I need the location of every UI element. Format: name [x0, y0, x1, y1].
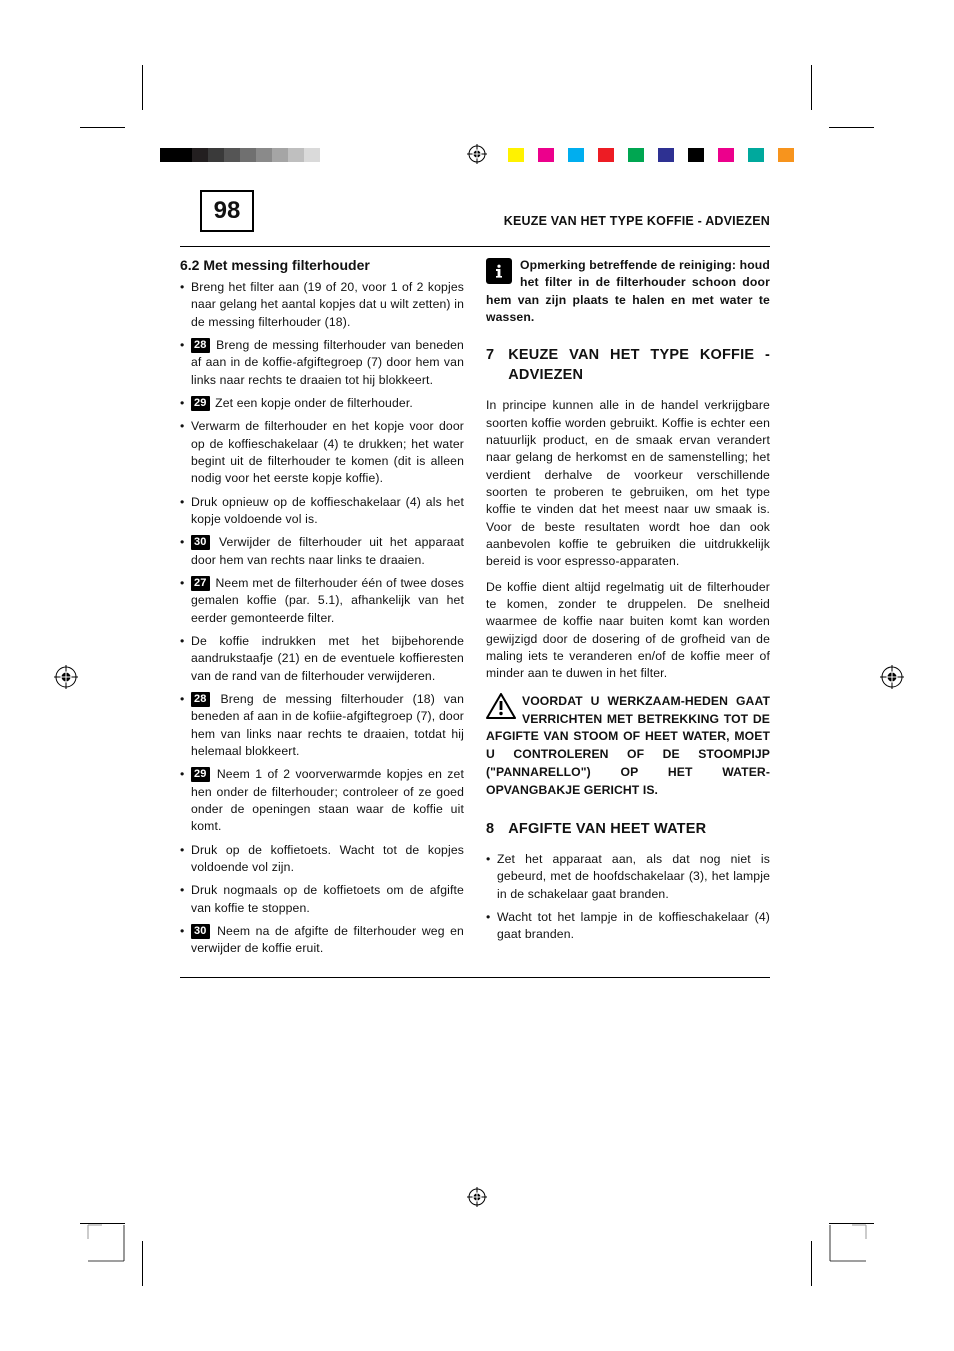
color-swatch — [224, 148, 240, 162]
color-swatch — [598, 148, 614, 162]
color-bar — [160, 148, 320, 162]
list-item: Zet het apparaat aan, als dat nog niet i… — [486, 851, 770, 903]
color-swatch — [288, 148, 304, 162]
list-item: 30 Neem na de afgifte de filterhouder we… — [180, 923, 464, 958]
color-swatch — [272, 148, 288, 162]
color-swatch — [568, 148, 584, 162]
list-item: 28 Breng de messing filterhouder (18) va… — [180, 691, 464, 760]
section-heading: 8 AFGIFTE VAN HEET WATER — [486, 820, 770, 840]
step-badge: 27 — [191, 576, 210, 591]
info-icon — [486, 258, 512, 284]
warning-note: VOORDAT U WERKZAAM-HEDEN GAAT VERRICHTEN… — [486, 693, 770, 800]
color-swatch — [304, 148, 320, 162]
color-swatch — [628, 148, 644, 162]
paragraph: De koffie dient altijd regelmatig uit de… — [486, 579, 770, 683]
bullet-list: Breng het filter aan (19 of 20, voor 1 o… — [180, 279, 464, 957]
step-badge: 30 — [191, 535, 210, 550]
info-note-text: Opmerking betreffende de reiniging: houd… — [486, 258, 770, 324]
step-badge: 30 — [191, 924, 210, 939]
list-item: Druk nogmaals op de koffietoets om de af… — [180, 882, 464, 917]
list-item: 27 Neem met de filterhouder één of twee … — [180, 575, 464, 627]
right-column: Opmerking betreffende de reiniging: houd… — [486, 257, 770, 963]
registration-mark — [880, 665, 900, 685]
page-content: 98 KEUZE VAN HET TYPE KOFFIE - ADVIEZEN … — [180, 190, 770, 978]
running-head: KEUZE VAN HET TYPE KOFFIE - ADVIEZEN — [504, 214, 770, 232]
list-item: Druk op de koffietoets. Wacht tot de kop… — [180, 842, 464, 877]
color-swatch — [176, 148, 192, 162]
page-header: 98 KEUZE VAN HET TYPE KOFFIE - ADVIEZEN — [180, 190, 770, 232]
step-badge: 29 — [191, 396, 210, 411]
color-swatch — [778, 148, 794, 162]
list-item: Breng het filter aan (19 of 20, voor 1 o… — [180, 279, 464, 331]
registration-mark — [54, 665, 74, 685]
section-number: 7 — [486, 346, 494, 385]
left-column: 6.2 Met messing filterhouder Breng het f… — [180, 257, 464, 963]
color-swatch — [160, 148, 176, 162]
list-item: De koffie indrukken met het bijbehorende… — [180, 633, 464, 685]
warning-icon — [486, 693, 516, 719]
color-swatch — [508, 148, 524, 162]
section-number: 8 — [486, 820, 494, 840]
color-swatch — [240, 148, 256, 162]
bullet-list: Zet het apparaat aan, als dat nog niet i… — [486, 851, 770, 944]
registration-mark — [467, 144, 487, 164]
paragraph: In principe kunnen alle in de handel ver… — [486, 397, 770, 570]
list-item: 29 Zet een kopje onder de filterhouder. — [180, 395, 464, 412]
fold-mark — [86, 1223, 126, 1263]
rule — [180, 977, 770, 978]
step-badge: 28 — [191, 338, 210, 353]
section-title: KEUZE VAN HET TYPE KOFFIE - ADVIEZEN — [508, 346, 770, 385]
section-title: AFGIFTE VAN HEET WATER — [508, 820, 706, 840]
list-item: Verwarm de filterhouder en het kopje voo… — [180, 418, 464, 487]
color-swatch — [658, 148, 674, 162]
page-number: 98 — [200, 190, 254, 232]
list-item: 28 Breng de messing filterhouder van ben… — [180, 337, 464, 389]
subsection-heading: 6.2 Met messing filterhouder — [180, 257, 464, 273]
info-note: Opmerking betreffende de reiniging: houd… — [486, 257, 770, 326]
list-item: Druk opnieuw op de koffieschakelaar (4) … — [180, 494, 464, 529]
color-swatch — [688, 148, 704, 162]
list-item: 29 Neem 1 of 2 voorverwarmde kopjes en z… — [180, 766, 464, 835]
registration-mark — [467, 1187, 487, 1207]
step-badge: 28 — [191, 692, 210, 707]
color-swatch — [256, 148, 272, 162]
color-bar — [508, 148, 794, 162]
step-badge: 29 — [191, 767, 210, 782]
color-swatch — [718, 148, 734, 162]
list-item: 30 Verwijder de filterhouder uit het app… — [180, 534, 464, 569]
color-swatch — [208, 148, 224, 162]
section-heading: 7 KEUZE VAN HET TYPE KOFFIE - ADVIEZEN — [486, 346, 770, 385]
fold-mark — [828, 1223, 868, 1263]
rule — [180, 246, 770, 247]
color-swatch — [192, 148, 208, 162]
list-item: Wacht tot het lampje in de koffieschakel… — [486, 909, 770, 944]
color-swatch — [538, 148, 554, 162]
warning-text: VOORDAT U WERKZAAM-HEDEN GAAT VERRICHTEN… — [486, 694, 770, 797]
color-swatch — [748, 148, 764, 162]
